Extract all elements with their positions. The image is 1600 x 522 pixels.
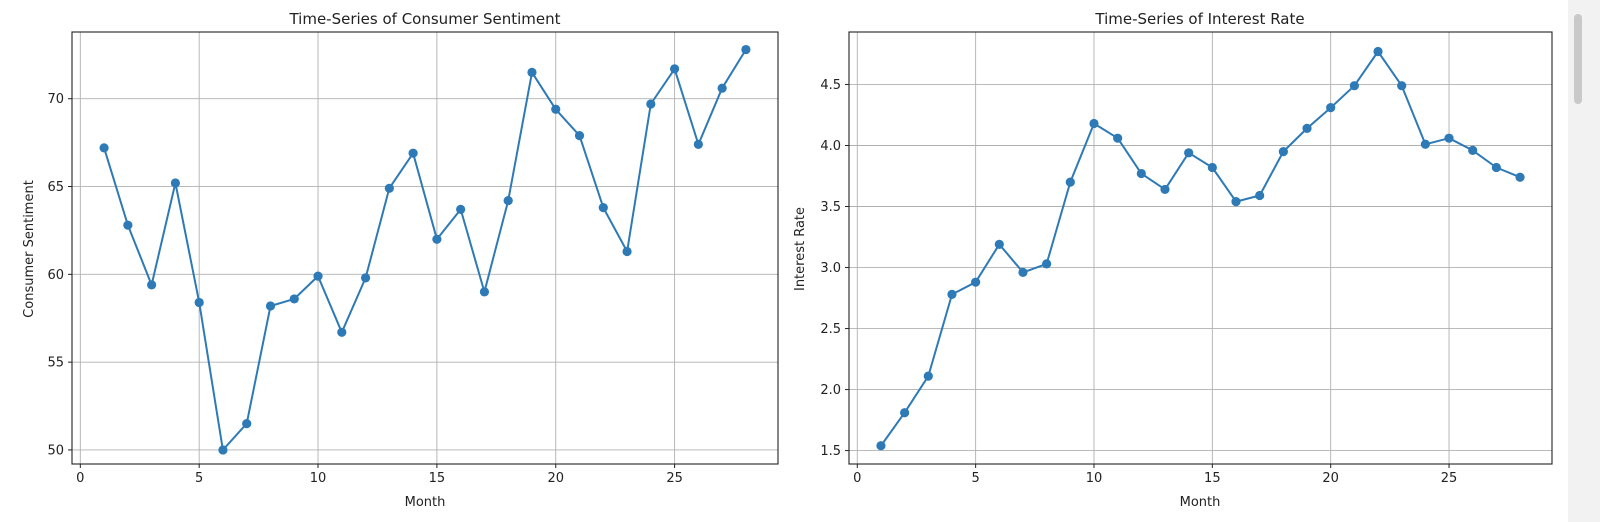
y-tick-label: 2.0 [820, 383, 841, 398]
x-tick-label: 25 [1441, 471, 1458, 486]
data-point [479, 287, 490, 297]
data-point [242, 419, 252, 429]
y-tick-label: 3.5 [820, 200, 841, 215]
x-tick-label: 10 [310, 471, 327, 486]
data-point [1515, 172, 1525, 182]
data-point [598, 203, 608, 213]
data-point [1160, 184, 1170, 195]
y-tick-label: 1.5 [820, 444, 841, 459]
data-point [337, 327, 347, 337]
data-point [289, 294, 299, 304]
data-point [693, 139, 703, 149]
data-point [1349, 81, 1359, 91]
x-tick-label: 15 [429, 471, 446, 486]
x-axis-label: Month [405, 495, 446, 510]
grid [849, 32, 1552, 464]
data-point [503, 195, 513, 206]
data-point [923, 371, 933, 381]
data-point [1326, 103, 1336, 113]
chart-title: Time-Series of Consumer Sentiment [288, 10, 560, 28]
data-point [1089, 118, 1099, 129]
y-tick-label: 70 [47, 92, 64, 107]
data-point [574, 131, 585, 141]
data-point [194, 297, 204, 308]
x-tick-label: 15 [1204, 471, 1221, 486]
plot-frame [848, 31, 1553, 465]
x-tick-label: 0 [853, 471, 861, 486]
x-tick-label: 20 [1322, 471, 1339, 486]
data-point [123, 220, 133, 230]
y-axis-label: Consumer Sentiment [22, 180, 37, 318]
chart-title: Time-Series of Interest Rate [1094, 10, 1304, 28]
data-point [1302, 123, 1312, 134]
series-line [880, 50, 1521, 447]
y-tick-label: 4.0 [820, 139, 841, 154]
y-tick-label: 50 [47, 443, 64, 458]
data-point [99, 143, 109, 153]
series-line [103, 49, 747, 451]
data-point [432, 234, 442, 244]
data-point [384, 183, 394, 193]
data-point [900, 408, 910, 418]
data-point [1207, 162, 1217, 173]
data-point [1065, 177, 1075, 187]
data-point [551, 104, 561, 114]
y-tick-label: 4.5 [820, 78, 841, 93]
y-tick-label: 3.0 [820, 261, 841, 276]
data-point [1373, 46, 1383, 57]
data-point [1018, 267, 1028, 278]
scrollbar-thumb[interactable] [1574, 14, 1582, 104]
x-tick-label: 0 [76, 471, 84, 486]
scrollbar-track[interactable] [1568, 0, 1600, 522]
data-point [741, 44, 751, 55]
y-tick-label: 2.5 [820, 322, 841, 337]
x-tick-label: 25 [666, 471, 683, 486]
y-tick-label: 55 [47, 356, 64, 371]
grid [72, 32, 778, 464]
data-point [1468, 145, 1478, 155]
data-point [717, 83, 727, 93]
x-tick-label: 20 [547, 471, 564, 486]
x-axis-label: Month [1180, 495, 1221, 510]
data-point [622, 246, 632, 257]
data-point [456, 204, 466, 214]
data-point [1444, 133, 1454, 143]
y-axis-label: Interest Rate [793, 207, 808, 291]
data-point [360, 273, 371, 283]
data-point [1491, 162, 1501, 173]
data-point [1042, 259, 1052, 269]
data-point [265, 301, 276, 311]
data-point [947, 289, 957, 299]
x-tick-label: 10 [1086, 471, 1103, 486]
data-point [408, 148, 418, 158]
data-point [1420, 139, 1430, 149]
y-tick-label: 65 [47, 180, 64, 195]
data-point [1136, 168, 1146, 179]
data-point [1397, 81, 1407, 91]
consumer-sentiment-chart: Time-Series of Consumer Sentiment Month … [22, 10, 779, 510]
data-point [1255, 190, 1265, 201]
data-point [646, 99, 656, 109]
data-point [876, 441, 886, 451]
data-point [1113, 133, 1123, 143]
data-point [1231, 197, 1241, 207]
data-point [669, 64, 680, 74]
data-point [147, 280, 157, 290]
x-tick-label: 5 [195, 471, 203, 486]
data-point [170, 178, 181, 188]
y-tick-label: 60 [47, 268, 64, 283]
data-point [527, 67, 537, 77]
data-point [313, 271, 323, 281]
interest-rate-chart: Time-Series of Interest Rate Month Inter… [793, 10, 1553, 510]
data-point [1184, 148, 1194, 158]
x-tick-label: 5 [971, 471, 979, 486]
data-point [994, 239, 1004, 249]
plot-frame [71, 31, 779, 465]
data-point [1278, 146, 1288, 157]
data-point [971, 277, 981, 287]
data-point [218, 445, 228, 455]
